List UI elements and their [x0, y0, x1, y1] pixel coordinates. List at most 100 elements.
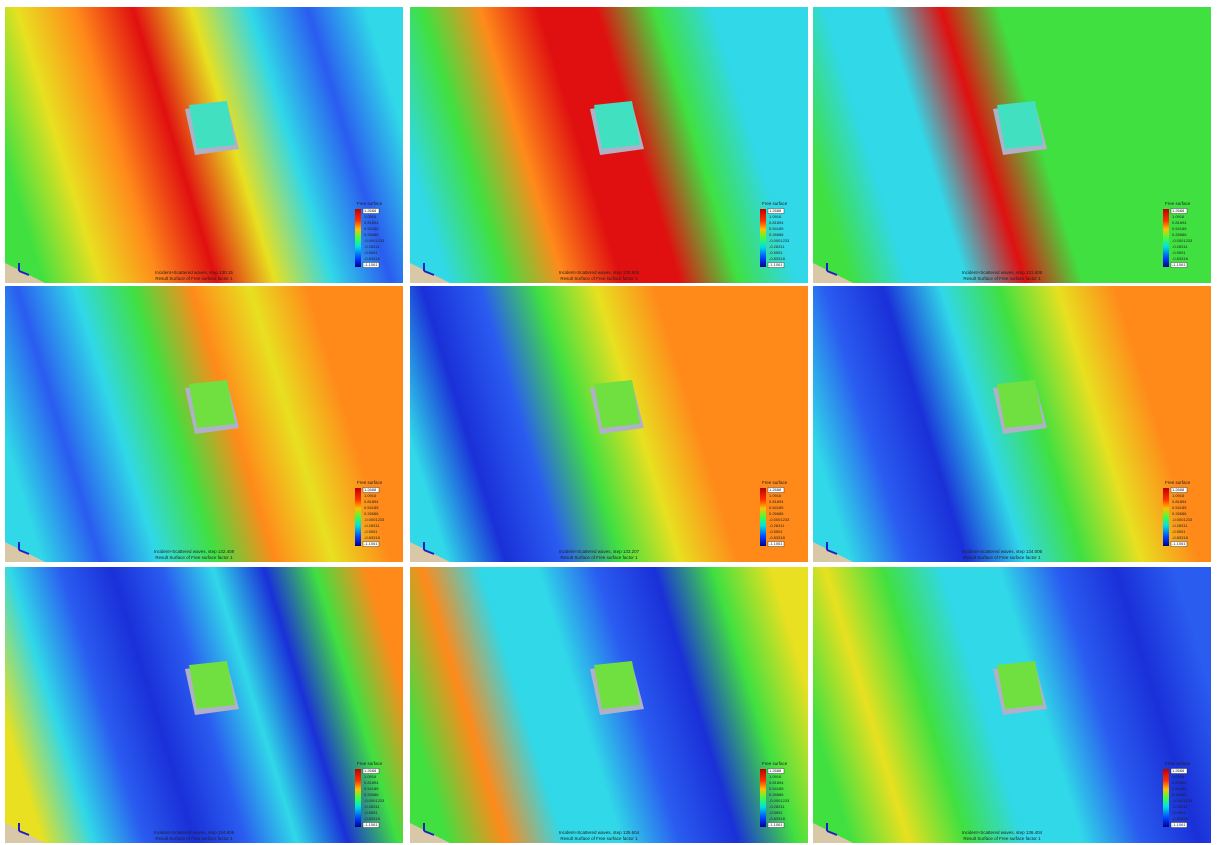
legend-label: 0.81894 — [1172, 499, 1187, 504]
legend-label: 1.0916 — [364, 774, 377, 779]
color-bar — [1163, 488, 1169, 546]
legend-label: -0.83318 — [1172, 535, 1189, 540]
legend-label: 0.81894 — [769, 499, 784, 504]
color-bar — [760, 769, 766, 827]
page: Incident+Scattered waves, step 130.15Res… — [0, 0, 1220, 845]
caption: Incident+Scattered waves, step 132.408 — [154, 549, 235, 554]
legend-label: 1.2688 — [364, 487, 377, 492]
panel: Incident+Scattered waves, step 136.404Re… — [813, 567, 1211, 843]
legend-label: -0.0001233 — [1172, 798, 1193, 803]
legend-label: 0.81894 — [1172, 220, 1187, 225]
legend-label: 0.81894 — [769, 220, 784, 225]
structure-top — [594, 661, 640, 709]
panel-grid: Incident+Scattered waves, step 130.15Res… — [0, 0, 1220, 845]
legend-label: 1.2688 — [769, 487, 782, 492]
color-bar — [355, 209, 361, 267]
subcaption: Result Surface of Free surface factor 1 — [560, 276, 638, 281]
legend-label: 0.26686 — [769, 232, 784, 237]
subcaption: Result Surface of Free surface factor 1 — [963, 276, 1041, 281]
legend-label: -0.83318 — [769, 535, 786, 540]
legend-label: 0.81894 — [769, 780, 784, 785]
legend-label: 1.2688 — [769, 768, 782, 773]
legend-label: -1.1061 — [364, 262, 378, 267]
legend-label: -0.0001233 — [769, 798, 790, 803]
legend-title: Free surface — [357, 480, 383, 485]
legend-label: -0.83318 — [1172, 816, 1189, 821]
legend-label: -0.28311 — [1172, 804, 1188, 809]
structure-top — [997, 101, 1043, 149]
legend-label: 1.0916 — [364, 214, 377, 219]
subcaption: Result Surface of Free surface factor 1 — [963, 836, 1041, 841]
legend-title: Free surface — [357, 201, 383, 206]
legend-label: 0.54185 — [769, 505, 784, 510]
legend-label: 0.26686 — [364, 511, 379, 516]
color-bar — [1163, 209, 1169, 267]
legend-label: 1.0916 — [1172, 493, 1185, 498]
legend-label: 0.81894 — [364, 780, 379, 785]
legend-label: -0.83318 — [364, 535, 381, 540]
legend-label: -0.83318 — [1172, 256, 1189, 261]
legend-label: -0.0001233 — [364, 238, 385, 243]
panel: Incident+Scattered waves, step 133.207Re… — [410, 286, 808, 562]
legend-label: 0.26686 — [364, 232, 379, 237]
legend-label: 0.26686 — [769, 511, 784, 516]
structure-top — [189, 101, 235, 149]
legend-label: -0.0001233 — [769, 517, 790, 522]
legend-label: 0.54185 — [364, 226, 379, 231]
legend-label: 0.81894 — [364, 499, 379, 504]
legend-title: Free surface — [357, 761, 383, 766]
caption: Incident+Scattered waves, step 130.15 — [155, 270, 233, 275]
legend-label: -1.1061 — [769, 262, 783, 267]
legend-label: 0.81894 — [1172, 780, 1187, 785]
caption: Incident+Scattered waves, step 134.006 — [962, 549, 1043, 554]
subcaption: Result Surface of Free surface factor 1 — [155, 276, 233, 281]
legend-label: -0.28311 — [1172, 244, 1188, 249]
legend-label: 1.2688 — [364, 768, 377, 773]
legend-label: -0.5591 — [364, 810, 378, 815]
color-bar — [355, 488, 361, 546]
legend-label: 1.0916 — [1172, 774, 1185, 779]
panel: Incident+Scattered waves, step 134.006Re… — [813, 286, 1211, 562]
legend-label: 0.54185 — [364, 786, 379, 791]
caption: Incident+Scattered waves, step 133.207 — [559, 549, 640, 554]
panel: Incident+Scattered waves, step 130.905Re… — [410, 7, 808, 283]
legend-label: 0.54185 — [769, 226, 784, 231]
legend-title: Free surface — [762, 480, 788, 485]
legend-label: -0.83318 — [769, 816, 786, 821]
legend-label: -0.5591 — [1172, 250, 1186, 255]
structure-top — [594, 380, 640, 428]
legend-label: 0.26686 — [1172, 511, 1187, 516]
legend-label: -0.0001233 — [364, 798, 385, 803]
structure-top — [189, 661, 235, 709]
structure-top — [594, 101, 640, 149]
legend-label: -0.28311 — [769, 523, 785, 528]
legend-label: -0.28311 — [1172, 523, 1188, 528]
legend-label: 1.0916 — [364, 493, 377, 498]
legend-label: 1.2688 — [1172, 487, 1185, 492]
caption: Incident+Scattered waves, step 130.905 — [559, 270, 640, 275]
legend-label: -1.1061 — [769, 541, 783, 546]
legend-label: 1.0916 — [769, 774, 782, 779]
legend-title: Free surface — [1165, 201, 1191, 206]
legend-label: -0.0001233 — [364, 517, 385, 522]
legend-title: Free surface — [1165, 480, 1191, 485]
caption: Incident+Scattered waves, step 135.604 — [559, 830, 640, 835]
legend-label: 0.54185 — [769, 786, 784, 791]
legend-label: -0.0001233 — [1172, 517, 1193, 522]
color-bar — [760, 488, 766, 546]
legend-label: -1.1061 — [364, 822, 378, 827]
color-bar — [760, 209, 766, 267]
legend-label: -1.1061 — [364, 541, 378, 546]
legend-label: 1.0916 — [1172, 214, 1185, 219]
legend-label: -0.0001233 — [769, 238, 790, 243]
structure-top — [997, 661, 1043, 709]
legend-label: 0.81894 — [364, 220, 379, 225]
legend-label: -0.5591 — [1172, 810, 1186, 815]
panel: Incident+Scattered waves, step 131.608Re… — [813, 7, 1211, 283]
legend-label: -0.28311 — [364, 523, 380, 528]
legend-label: -0.83318 — [364, 816, 381, 821]
legend-label: 0.54185 — [1172, 226, 1187, 231]
subcaption: Result Surface of Free surface factor 1 — [155, 836, 233, 841]
legend-label: -1.1061 — [1172, 262, 1186, 267]
legend-label: -0.5591 — [364, 250, 378, 255]
